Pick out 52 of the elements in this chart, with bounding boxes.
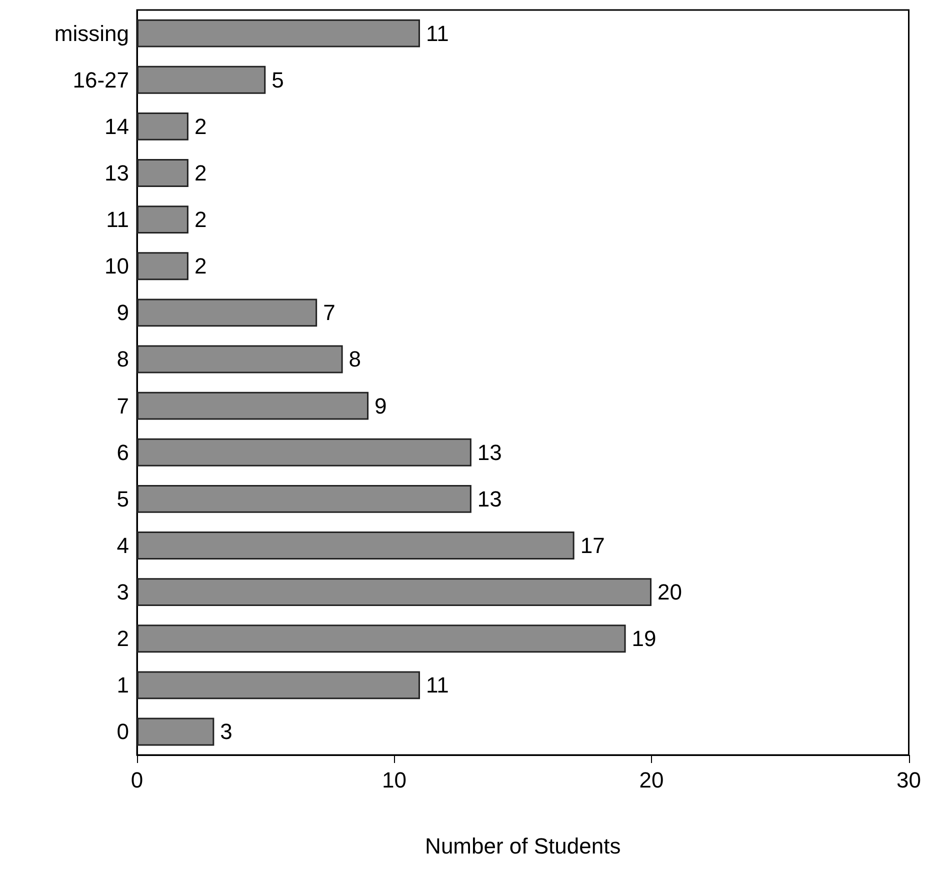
data-label: 20 <box>658 580 682 605</box>
y-tick-label: 4 <box>116 532 129 558</box>
data-label: 13 <box>477 486 502 512</box>
data-label: 8 <box>348 346 362 372</box>
y-tick-label: 5 <box>116 486 129 512</box>
data-label: 2 <box>194 254 207 279</box>
data-label: 19 <box>632 626 656 652</box>
y-tick-label: 11 <box>106 207 129 232</box>
y-tick-label: 9 <box>116 300 129 326</box>
data-label: 2 <box>194 160 207 186</box>
data-label: 11 <box>426 672 449 698</box>
y-tick-label: 8 <box>116 346 129 372</box>
y-tick-label: 2 <box>116 626 129 652</box>
bar <box>137 66 266 94</box>
data-label: 2 <box>194 207 207 232</box>
x-tick-label: 10 <box>382 768 406 792</box>
data-label: 7 <box>323 300 336 326</box>
y-tick-label: missing <box>54 20 129 46</box>
bar <box>137 718 214 746</box>
bar <box>137 159 188 187</box>
data-label: 17 <box>580 532 605 558</box>
y-tick-label: 13 <box>104 160 129 186</box>
bar <box>137 624 626 653</box>
y-tick-label: 3 <box>116 580 129 605</box>
data-label: 11 <box>426 20 449 46</box>
bar <box>137 19 420 48</box>
y-tick-label: 1 <box>116 672 129 698</box>
y-tick-label: 6 <box>116 440 129 465</box>
bar <box>137 112 188 140</box>
bar <box>137 484 472 513</box>
bar <box>137 298 318 327</box>
x-tick-label: 20 <box>639 768 664 792</box>
x-axis-title: Number of Students <box>425 834 621 858</box>
bar <box>137 252 188 280</box>
bar <box>137 345 343 374</box>
bar <box>137 532 574 560</box>
y-tick-label: 14 <box>104 114 129 139</box>
y-tick-label: 7 <box>116 393 129 418</box>
bar <box>137 438 472 466</box>
data-label: 13 <box>477 440 502 465</box>
y-tick-label: 16-27 <box>72 67 129 92</box>
data-label: 5 <box>272 67 284 92</box>
data-label: 3 <box>220 719 232 744</box>
data-label: 9 <box>374 393 387 418</box>
bar <box>137 578 652 606</box>
bar <box>137 206 188 234</box>
bar <box>137 392 369 420</box>
x-tick-label: 30 <box>896 768 922 792</box>
data-label: 2 <box>194 114 207 139</box>
y-tick-label: 10 <box>104 254 129 279</box>
bar <box>137 671 420 700</box>
y-tick-label: 0 <box>116 719 129 744</box>
